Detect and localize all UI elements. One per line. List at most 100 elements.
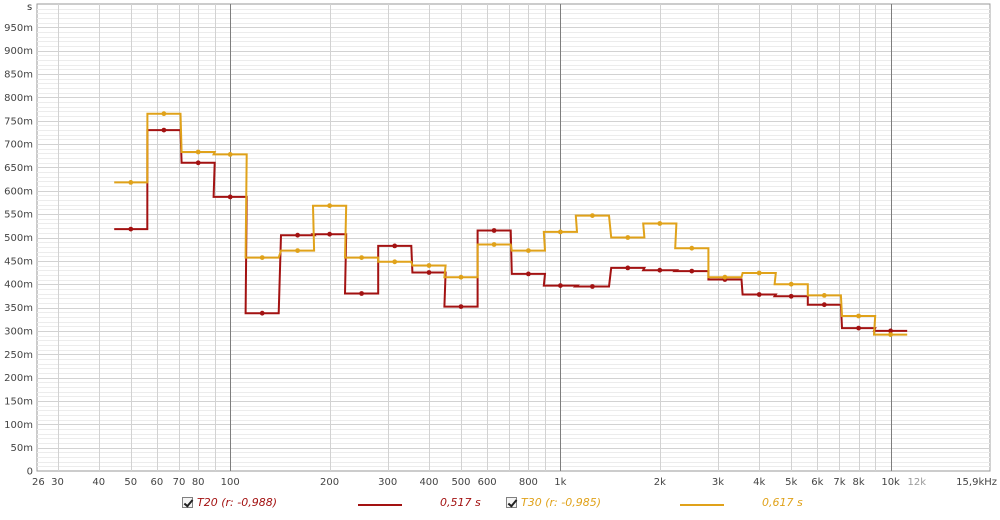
series-step-line <box>114 129 908 332</box>
grid <box>36 3 991 472</box>
t30-summary-value: 0,617 s <box>762 496 803 509</box>
data-point <box>161 111 167 117</box>
data-point <box>227 152 233 157</box>
y-tick-label: 600m <box>4 186 33 197</box>
x-tick-label: 3k <box>712 477 724 488</box>
data-point <box>590 284 595 289</box>
data-point <box>161 127 167 133</box>
series-layer <box>114 111 908 337</box>
y-tick-label: 0 <box>27 467 33 478</box>
y-tick-label: 250m <box>4 350 33 361</box>
data-point <box>295 232 300 238</box>
legend: T20 (r: -0,988) 0,517 s T30 (r: -0,985) … <box>0 492 1000 516</box>
x-tick-label: 80 <box>192 477 205 488</box>
t20-legend-label: T20 (r: -0,988) <box>197 496 277 509</box>
data-point <box>426 263 432 268</box>
data-point <box>888 332 893 337</box>
x-tick-label: 600 <box>478 477 497 488</box>
x-tick-label: 10k <box>881 477 900 488</box>
x-tick-label: 6k <box>811 477 823 488</box>
t20-series <box>114 127 908 334</box>
data-point <box>327 231 332 237</box>
y-tick-label: 700m <box>4 140 33 151</box>
data-point <box>491 242 497 247</box>
x-tick-label: 70 <box>173 477 186 488</box>
plot-area <box>36 3 991 472</box>
y-tick-label: 150m <box>4 396 33 407</box>
y-tick-label: 900m <box>4 46 33 57</box>
x-tick-label: 500 <box>451 477 470 488</box>
y-unit-label: s <box>27 2 32 13</box>
data-point <box>558 283 563 288</box>
y-tick-label: 750m <box>4 116 33 127</box>
x-tick-label: 50 <box>124 477 137 488</box>
data-point <box>259 310 265 316</box>
data-point <box>227 194 233 200</box>
x-tick-label: 200 <box>320 477 339 488</box>
data-point <box>458 274 464 280</box>
data-point <box>392 243 398 249</box>
x-tick-label: 15,9kHz <box>956 477 997 488</box>
data-point <box>526 271 531 277</box>
data-point <box>657 267 663 273</box>
x-tick-label: 8k <box>853 477 865 488</box>
data-point <box>359 291 364 296</box>
y-tick-label: 300m <box>4 326 33 337</box>
t20-line-swatch <box>358 504 402 506</box>
y-tick-label: 350m <box>4 303 33 314</box>
axes: 0 50m 100m 150m 200m 250m 300m 350m 400m 450m 500m… <box>4 23 997 488</box>
data-point <box>128 180 134 185</box>
data-point <box>689 245 695 251</box>
data-point <box>491 228 497 233</box>
y-tick-label: 850m <box>4 70 33 81</box>
x-tick-label: 30 <box>51 477 64 488</box>
data-point <box>128 226 134 232</box>
data-point <box>821 293 827 298</box>
data-point <box>756 270 762 276</box>
y-tick-label: 500m <box>4 233 33 244</box>
data-point <box>195 160 201 166</box>
x-tick-label: 5k <box>785 477 797 488</box>
data-point <box>657 221 663 226</box>
data-point <box>558 229 563 235</box>
x-tick-label: 4k <box>753 477 765 488</box>
data-point <box>689 268 695 274</box>
y-tick-label: 400m <box>4 280 33 291</box>
legend-t30[interactable]: T30 (r: -0,985) <box>506 496 601 509</box>
x-tick-label: 300 <box>378 477 397 488</box>
data-point <box>359 255 364 260</box>
data-point <box>856 313 861 319</box>
y-tick-label: 550m <box>4 210 33 221</box>
t20-summary-value: 0,517 s <box>440 496 481 509</box>
t30-series <box>114 111 908 337</box>
data-point <box>327 203 332 209</box>
data-point <box>259 255 265 260</box>
t30-checkbox-icon[interactable] <box>506 497 517 508</box>
x-tick-label: 400 <box>419 477 438 488</box>
y-tick-label: 950m <box>4 23 33 34</box>
x-tick-label: 800 <box>519 477 538 488</box>
t20-checkbox-icon[interactable] <box>182 497 193 508</box>
x-tick-label: 1k <box>554 477 566 488</box>
y-tick-label: 200m <box>4 373 33 384</box>
data-point <box>722 274 728 280</box>
t30-legend-label: T30 (r: -0,985) <box>521 496 601 509</box>
x-tick-label: 100 <box>221 477 240 488</box>
data-point <box>625 265 631 271</box>
data-point <box>458 304 464 309</box>
data-point <box>821 302 827 308</box>
data-point <box>295 248 300 254</box>
y-tick-label: 50m <box>11 443 33 454</box>
y-tick-label: 100m <box>4 420 33 431</box>
data-point <box>526 248 531 254</box>
data-point <box>888 328 893 334</box>
data-point <box>195 149 201 155</box>
series-step-line <box>114 112 908 336</box>
data-point <box>590 213 595 219</box>
t30-line-swatch <box>680 504 724 506</box>
x-tick-label: 60 <box>151 477 164 488</box>
x-tick-label: 12k <box>907 477 926 488</box>
y-tick-label: 650m <box>4 163 33 174</box>
legend-t20[interactable]: T20 (r: -0,988) <box>182 496 277 509</box>
